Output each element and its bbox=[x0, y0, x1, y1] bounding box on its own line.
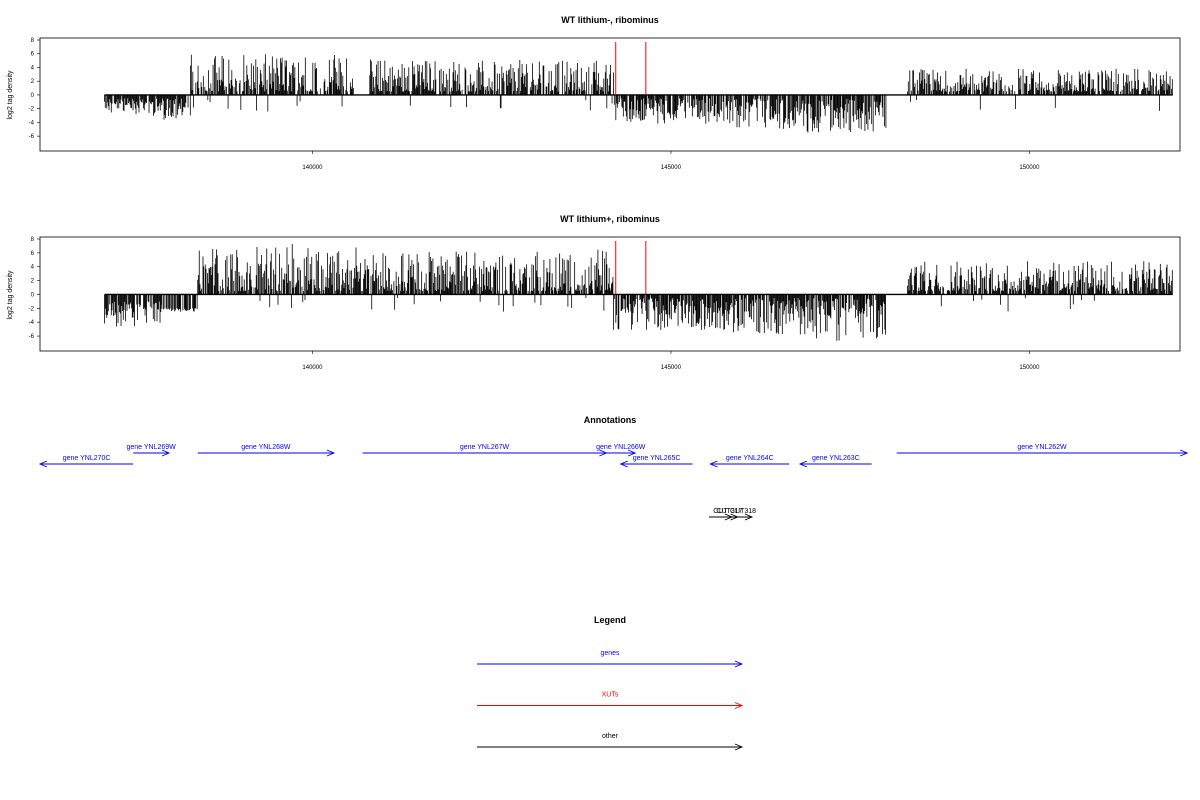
annotation-feature: CUT318 bbox=[730, 508, 756, 521]
legend-label: genes bbox=[600, 650, 620, 657]
track-title: WT lithium-, ribominus bbox=[561, 15, 659, 25]
annotation-feature: gene YNL266W bbox=[596, 444, 646, 457]
y-tick-label: -6 bbox=[29, 334, 35, 340]
annotation-feature: gene YNL262W bbox=[896, 444, 1189, 457]
legend-item: other bbox=[477, 733, 744, 751]
track-panel-lithium-plus: WT lithium+, ribominus log2 tag density … bbox=[7, 214, 1181, 371]
feature-label: gene YNL265C bbox=[633, 455, 681, 462]
annotations-title: Annotations bbox=[584, 415, 637, 425]
annotation-feature: gene YNL269W bbox=[126, 444, 176, 457]
track-title: WT lithium+, ribominus bbox=[560, 214, 660, 224]
legend-items: genes XUTs other bbox=[477, 650, 744, 751]
y-tick-label: 8 bbox=[31, 237, 35, 243]
annotation-feature: gene YNL270C bbox=[38, 455, 134, 468]
feature-label: CUT317 bbox=[716, 508, 742, 515]
feature-label: gene YNL264C bbox=[726, 455, 774, 462]
arrowhead-right bbox=[326, 449, 336, 457]
x-tick-label: 145000 bbox=[661, 365, 682, 371]
legend-label: other bbox=[602, 733, 619, 740]
y-tick-label: 2 bbox=[31, 279, 35, 285]
arrowhead-left bbox=[619, 460, 628, 468]
y-tick-label: -4 bbox=[29, 320, 35, 326]
y-tick-label: 2 bbox=[31, 79, 35, 85]
feature-label: gene YNL263C bbox=[812, 455, 860, 462]
feature-label: gene YNL268W bbox=[241, 444, 291, 451]
annotation-feature: gene YNL265C bbox=[619, 455, 693, 468]
feature-label: gene YNL262W bbox=[1017, 444, 1067, 451]
axes-group: 8 6 4 2 0 -2 -4 -6 140000 145000 150000 bbox=[29, 38, 1040, 171]
annotation-feature: gene YNL267W bbox=[362, 444, 608, 457]
arrowhead-left bbox=[709, 460, 718, 468]
y-tick-label: 0 bbox=[31, 292, 35, 298]
feature-label: gene YNL267W bbox=[460, 444, 510, 451]
legend: Legend genes XUTs other bbox=[477, 615, 744, 751]
bar-group bbox=[104, 42, 1173, 133]
y-tick-label: -2 bbox=[29, 306, 35, 312]
legend-item: XUTs bbox=[477, 692, 744, 709]
feature-label: gene YNL266W bbox=[596, 444, 646, 451]
x-tick-label: 150000 bbox=[1019, 365, 1040, 371]
y-tick-label: -6 bbox=[29, 134, 35, 140]
x-tick-label: 140000 bbox=[302, 165, 323, 171]
legend-arrowhead bbox=[734, 743, 744, 751]
y-tick-label: -2 bbox=[29, 107, 35, 113]
y-tick-label: 4 bbox=[31, 265, 35, 271]
plot-frame bbox=[39, 37, 1181, 152]
x-tick-label: 140000 bbox=[302, 365, 323, 371]
x-tick-label: 150000 bbox=[1019, 165, 1040, 171]
annotation-features: gene YNL270C gene YNL269W gene YNL268W gene… bbox=[38, 444, 1189, 521]
y-tick-label: -4 bbox=[29, 120, 35, 126]
arrowhead-left bbox=[798, 460, 808, 468]
arrowhead-right bbox=[161, 449, 171, 457]
annotation-feature: gene YNL268W bbox=[197, 444, 336, 457]
y-tick-label: 6 bbox=[31, 251, 35, 257]
legend-label: XUTs bbox=[602, 692, 619, 699]
y-axis-label: log2 tag density bbox=[7, 270, 14, 320]
legend-arrowhead bbox=[734, 660, 744, 668]
arrowhead-right bbox=[627, 449, 637, 457]
y-tick-label: 4 bbox=[31, 65, 35, 71]
track-panel-lithium-minus: WT lithium-, ribominus log2 tag density … bbox=[7, 15, 1181, 171]
y-tick-label: 8 bbox=[31, 38, 35, 44]
legend-item: genes bbox=[477, 650, 744, 668]
annotation-feature: gene YNL264C bbox=[709, 455, 790, 468]
axes-group: 8 6 4 2 0 -2 -4 -6 140000 145000 150000 bbox=[29, 237, 1040, 371]
feature-label: gene YNL269W bbox=[126, 444, 176, 451]
legend-title: Legend bbox=[594, 615, 626, 625]
arrowhead-right bbox=[1179, 449, 1189, 457]
feature-label: gene YNL270C bbox=[63, 455, 111, 462]
annotation-feature: gene YNL263C bbox=[798, 455, 872, 468]
arrowhead-right bbox=[744, 513, 754, 521]
y-axis-label: log2 tag density bbox=[7, 70, 14, 120]
x-tick-label: 145000 bbox=[661, 165, 682, 171]
feature-label: CUT bbox=[713, 508, 728, 515]
legend-arrowhead bbox=[734, 702, 744, 709]
bar-group bbox=[104, 241, 1173, 341]
y-tick-label: 0 bbox=[31, 93, 35, 99]
y-tick-label: 6 bbox=[31, 52, 35, 58]
arrowhead-left bbox=[38, 460, 48, 468]
feature-label: CUT318 bbox=[730, 508, 756, 515]
plot-frame bbox=[39, 236, 1181, 352]
